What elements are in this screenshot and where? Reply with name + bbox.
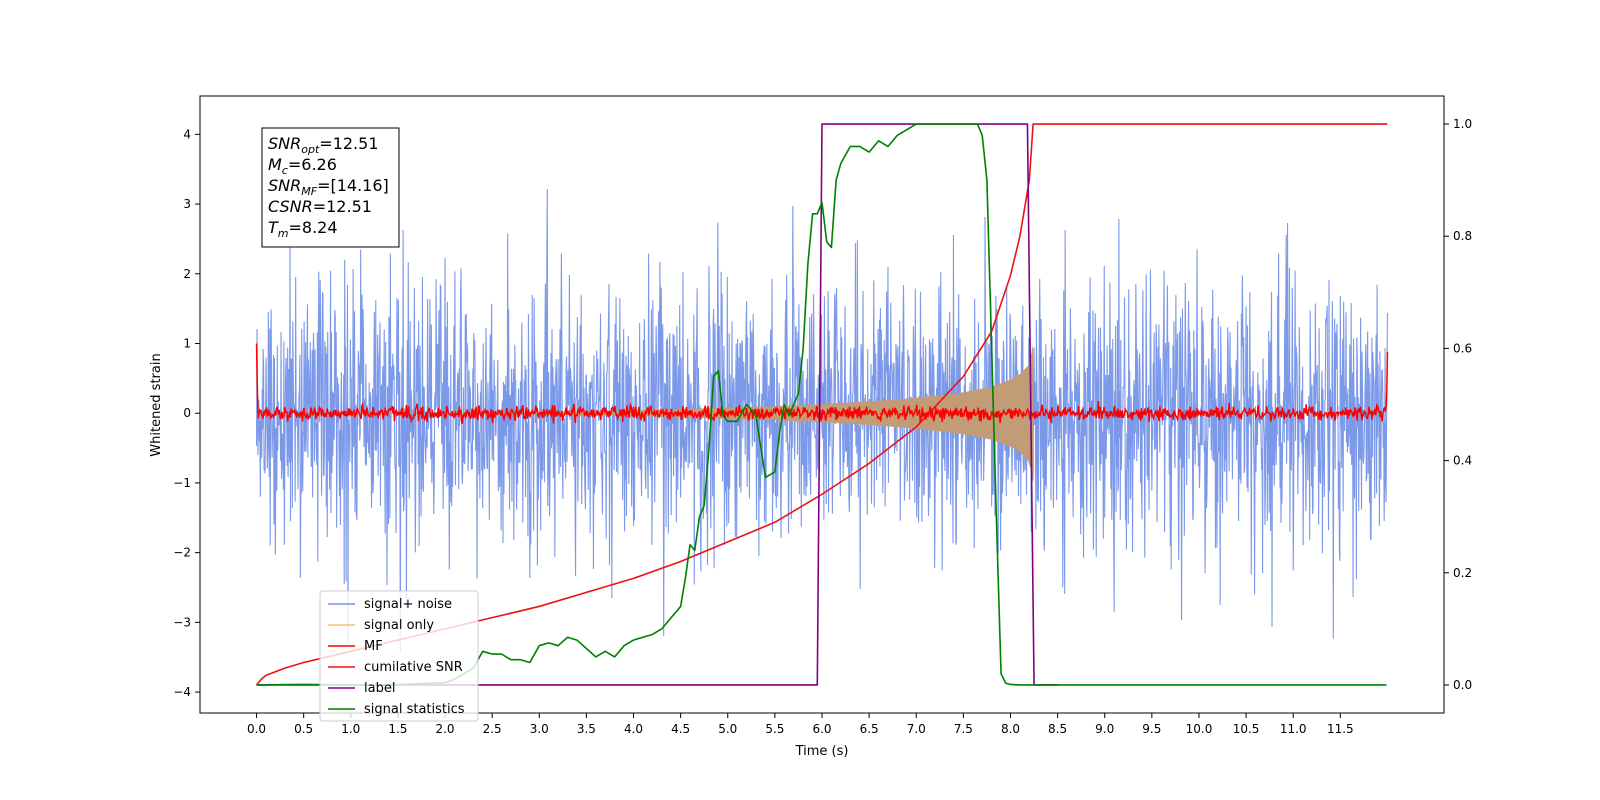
annotation-line: Mc=6.26 [268, 155, 337, 177]
x-tick-label: 6.0 [812, 722, 831, 736]
y-tick-label: −2 [173, 546, 191, 560]
x-tick-label: 8.0 [1001, 722, 1020, 736]
annotation-line: SNRMF=[14.16] [268, 176, 389, 198]
x-tick-label: 10.5 [1233, 722, 1260, 736]
annotation-subscript: opt [301, 143, 320, 156]
y2-tick-label: 0.4 [1453, 454, 1472, 468]
x-tick-label: 11.5 [1327, 722, 1354, 736]
x-tick-label: 3.0 [530, 722, 549, 736]
y2-tick-label: 1.0 [1453, 117, 1472, 131]
annotation-line: CSNR=12.51 [268, 197, 372, 216]
annotation-symbol: T [268, 218, 279, 237]
y-tick-label: 0 [183, 406, 191, 420]
annotation-symbol: SNR [268, 134, 301, 153]
y-tick-label: 3 [183, 197, 191, 211]
annotation-value: =12.51 [319, 134, 378, 153]
series-signal-noise [256, 189, 1388, 653]
y-axis-right: 0.0 0.2 0.4 0.6 0.8 1.0 [1444, 117, 1472, 692]
annotation-symbol: CSNR [268, 197, 313, 216]
stats-annotation-box: SNRopt=12.51Mc=6.26SNRMF=[14.16]CSNR=12.… [261, 127, 400, 248]
x-tick-label: 4.5 [671, 722, 690, 736]
annotation-value: =8.24 [289, 218, 338, 237]
x-axis-label: Time (s) [795, 744, 849, 759]
x-tick-label: 5.0 [718, 722, 737, 736]
x-axis: 0.0 0.5 1.0 1.5 2.0 2.5 3.0 3.5 4.0 4.5 5.0 5.5 6.0 6… [247, 713, 1354, 736]
legend: signal+ noise signal only MF cumilative SNR… [319, 590, 479, 722]
y-tick-label: −4 [173, 685, 191, 699]
x-tick-label: 10.0 [1186, 722, 1213, 736]
x-tick-label: 3.5 [577, 722, 596, 736]
x-tick-label: 2.5 [483, 722, 502, 736]
annotation-value: =[14.16] [317, 176, 389, 195]
x-tick-label: 0.5 [294, 722, 313, 736]
annotation-value: =12.51 [313, 197, 372, 216]
annotation-symbol: SNR [268, 176, 301, 195]
annotation-symbol: M [268, 155, 282, 174]
legend-label: signal statistics [364, 702, 465, 717]
legend-frame [319, 590, 479, 722]
y-tick-label: −3 [173, 615, 191, 629]
legend-label: MF [364, 639, 383, 654]
legend-label: label [364, 681, 395, 696]
x-tick-label: 7.0 [907, 722, 926, 736]
annotation-subscript: m [278, 227, 289, 240]
annotation-line: Tm=8.24 [268, 218, 338, 240]
y2-tick-label: 0.2 [1453, 566, 1472, 580]
y-tick-label: 4 [183, 127, 191, 141]
x-tick-label: 6.5 [860, 722, 879, 736]
legend-label: signal only [364, 618, 434, 633]
x-tick-label: 2.0 [435, 722, 454, 736]
x-tick-label: 8.5 [1048, 722, 1067, 736]
y-tick-label: −1 [173, 476, 191, 490]
x-tick-label: 1.5 [388, 722, 407, 736]
y2-tick-label: 0.0 [1453, 678, 1472, 692]
legend-label: cumilative SNR [364, 660, 463, 675]
series-mf [255, 343, 1389, 425]
annotation-subscript: c [282, 164, 288, 177]
x-tick-label: 7.5 [954, 722, 973, 736]
y2-tick-label: 0.6 [1453, 341, 1472, 355]
x-tick-label: 4.0 [624, 722, 643, 736]
annotation-value: =6.26 [288, 155, 337, 174]
annotation-frame [261, 127, 400, 248]
x-tick-label: 0.0 [247, 722, 266, 736]
legend-label: signal+ noise [364, 597, 452, 612]
y-tick-label: 1 [183, 336, 191, 350]
x-tick-label: 1.0 [341, 722, 360, 736]
y-tick-label: 2 [183, 267, 191, 281]
annotation-subscript: MF [301, 185, 317, 198]
y-axis-label: Whitened strain [149, 353, 164, 456]
y2-tick-label: 0.8 [1453, 229, 1472, 243]
x-tick-label: 9.5 [1142, 722, 1161, 736]
annotation-line: SNRopt=12.51 [268, 134, 379, 156]
series-signal-statistics [256, 123, 1387, 686]
x-tick-label: 5.5 [765, 722, 784, 736]
y-axis-left: −4 −3 −2 −1 0 1 2 3 4 [173, 127, 200, 699]
x-tick-label: 11.0 [1280, 722, 1307, 736]
x-tick-label: 9.0 [1095, 722, 1114, 736]
